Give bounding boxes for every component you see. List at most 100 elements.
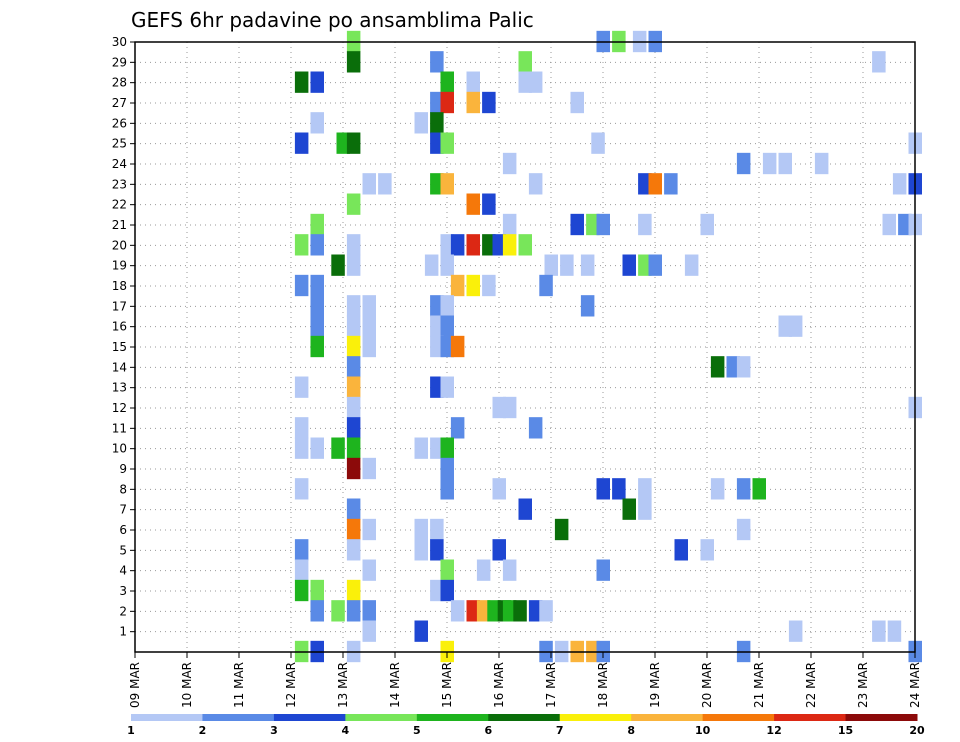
precip-cell	[430, 437, 444, 459]
precip-cell	[492, 396, 506, 419]
x-tick-label: 09 MAR	[128, 662, 142, 708]
precip-cell	[346, 234, 361, 256]
precip-cell	[440, 335, 454, 358]
precip-cell	[362, 600, 376, 622]
precip-cell	[580, 254, 595, 276]
precip-cell	[570, 213, 584, 236]
precip-cell	[612, 478, 626, 500]
y-tick-label: 30	[112, 35, 127, 49]
precip-cell	[310, 335, 324, 358]
precip-cell	[622, 254, 636, 276]
legend-label: 15	[838, 724, 853, 737]
precip-cell	[294, 234, 309, 256]
x-tick-label: 21 MAR	[752, 662, 766, 708]
precip-cell	[346, 376, 361, 398]
precip-cell	[346, 193, 361, 215]
precip-cell	[450, 417, 465, 439]
legend-label: 2	[199, 724, 207, 737]
precip-cell	[898, 213, 912, 236]
precip-cell	[513, 600, 527, 622]
precip-cell	[580, 295, 595, 317]
precip-cell	[638, 173, 652, 195]
precip-cell	[778, 152, 792, 175]
precip-cell	[362, 559, 376, 581]
x-tick-label: 20 MAR	[700, 662, 714, 708]
precip-cell	[346, 457, 361, 480]
x-tick-label: 23 MAR	[856, 662, 870, 708]
y-tick-label: 9	[119, 462, 127, 476]
precip-cell	[736, 478, 751, 500]
legend-swatch	[273, 714, 346, 721]
precip-cell	[544, 254, 558, 276]
precip-cell	[638, 254, 652, 276]
y-tick-label: 18	[112, 279, 127, 293]
precip-cell	[440, 478, 454, 500]
precip-cell	[430, 579, 444, 602]
y-tick-label: 17	[112, 299, 127, 313]
precip-cell	[294, 71, 309, 93]
precip-cell	[591, 132, 605, 154]
precip-cell	[346, 335, 361, 358]
precip-cell	[778, 315, 792, 337]
precip-cell	[414, 112, 428, 134]
precip-cell	[492, 478, 506, 500]
precip-cell	[450, 335, 465, 358]
x-tick-label: 16 MAR	[492, 662, 506, 708]
x-tick-label: 22 MAR	[804, 662, 818, 708]
precip-cell	[762, 152, 777, 175]
precip-cell	[362, 173, 376, 195]
precip-cell	[430, 539, 444, 561]
precip-cell	[700, 539, 714, 561]
precip-cell	[294, 376, 309, 398]
legend-swatch	[488, 714, 561, 721]
precip-cell	[892, 173, 907, 195]
precip-cell	[310, 274, 324, 297]
precip-cell	[502, 559, 517, 581]
y-tick-label: 5	[119, 543, 127, 557]
precip-cell	[346, 295, 361, 317]
precip-cell	[788, 315, 803, 337]
precip-cell	[476, 559, 491, 581]
y-tick-label: 23	[112, 177, 127, 191]
precip-cell	[518, 71, 532, 93]
precip-cell	[466, 193, 480, 215]
legend-label: 8	[627, 724, 635, 737]
precip-cell	[346, 518, 361, 541]
precip-cell	[440, 457, 454, 480]
precip-cell	[466, 600, 480, 622]
precip-cell	[294, 579, 309, 602]
precip-cell	[736, 356, 751, 378]
precip-cell	[872, 620, 886, 642]
precip-cell	[362, 295, 376, 317]
x-tick-label: 14 MAR	[388, 662, 402, 708]
precip-cell	[440, 437, 454, 459]
precip-cell	[294, 437, 309, 459]
precip-cell	[414, 437, 428, 459]
precip-cell	[440, 91, 454, 114]
precip-cell	[554, 518, 569, 541]
x-tick-label: 11 MAR	[232, 662, 246, 708]
x-tick-label: 24 MAR	[908, 662, 922, 708]
precip-cell	[502, 600, 517, 622]
precip-cell	[466, 91, 480, 114]
precip-cell	[430, 173, 444, 195]
legend-label: 12	[766, 724, 781, 737]
precip-cell	[362, 518, 376, 541]
x-tick-label: 18 MAR	[596, 662, 610, 708]
precip-cell	[440, 132, 454, 154]
precip-cell	[466, 234, 480, 256]
precip-cell	[440, 579, 454, 602]
legend-label: 6	[484, 724, 492, 737]
precip-cell	[450, 600, 465, 622]
precip-cell	[528, 173, 543, 195]
precip-cell	[362, 315, 376, 337]
legend-label: 4	[342, 724, 350, 737]
legend-swatch	[702, 714, 775, 721]
y-tick-label: 20	[112, 238, 127, 252]
precip-cell	[346, 437, 361, 459]
precip-cell	[638, 213, 652, 236]
precip-cell	[466, 71, 480, 93]
precip-cell	[430, 112, 444, 134]
precip-cell	[430, 91, 444, 114]
precip-cell	[440, 295, 454, 317]
